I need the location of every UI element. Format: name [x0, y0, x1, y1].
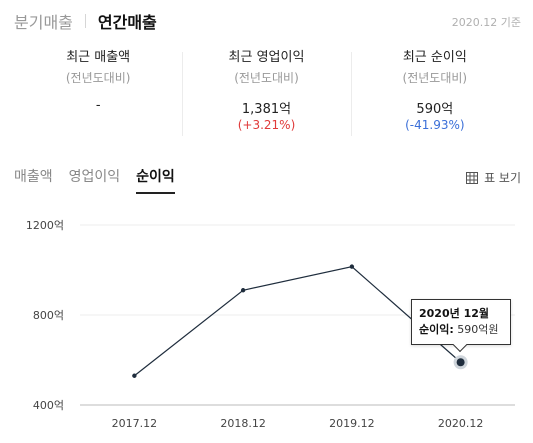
- data-point: [456, 358, 465, 367]
- stat-value: 1,381억: [241, 102, 292, 117]
- stat-change: (+3.21%): [237, 118, 296, 132]
- x-tick-label: 2017.12: [112, 417, 158, 430]
- stat-value: -: [95, 98, 101, 113]
- stat-sub: (전년도대비): [402, 71, 468, 85]
- x-tick-label: 2018.12: [220, 417, 266, 430]
- stat-sub: (전년도대비): [234, 71, 299, 85]
- y-tick-label: 400억: [33, 399, 64, 412]
- data-point: [240, 288, 246, 293]
- data-point: [132, 373, 137, 378]
- tab-net-income[interactable]: 순이익: [136, 166, 175, 194]
- table-icon: [466, 171, 479, 184]
- stat-net-income: 최근 순이익 (전년도대비) 590억 (-41.93%): [350, 44, 519, 140]
- tooltip-value: 590억원: [457, 323, 499, 336]
- tooltip-label: 순이익:: [419, 323, 454, 336]
- tab-sales[interactable]: 매출액: [14, 169, 53, 185]
- chart-tooltip: 2020년 12월 순이익: 590억원: [411, 299, 511, 345]
- metric-tabs: 매출액 영업이익 순이익: [14, 166, 191, 194]
- stat-sub: (전년도대비): [65, 71, 131, 85]
- data-point: [349, 264, 355, 269]
- x-tick-label: 2020.12: [438, 417, 484, 430]
- y-tick-label: 800억: [33, 309, 64, 322]
- stat-title: 최근 매출액: [66, 50, 131, 65]
- stat-sales: 최근 매출액 (전년도대비) -: [14, 44, 182, 140]
- tab-operating-profit[interactable]: 영업이익: [68, 169, 121, 185]
- x-tick-label: 2019.12: [329, 417, 375, 430]
- stat-value: 590억: [416, 102, 454, 117]
- stat-title: 최근 영업이익: [228, 50, 305, 65]
- tab-annual-sales[interactable]: 연간매출: [97, 13, 157, 32]
- basis-date: 2020.12 기준: [451, 16, 521, 29]
- stat-change: [14, 118, 182, 133]
- summary-stats: 최근 매출액 (전년도대비) - 최근 영업이익 (전년도대비) 1,381억 …: [14, 44, 519, 140]
- tab-quarterly-sales[interactable]: 분기매출: [14, 13, 73, 32]
- table-view-button[interactable]: 표 보기: [466, 169, 521, 186]
- y-tick-label: 1200억: [26, 219, 64, 232]
- series-line: [134, 265, 462, 377]
- period-tabs: 분기매출 연간매출: [14, 9, 157, 33]
- net-income-chart: 400억 800억 1200억 2017.12 2018.12 2019.12 2020.1…: [26, 219, 515, 430]
- table-view-label: 표 보기: [484, 171, 521, 185]
- tab-divider: [84, 14, 86, 28]
- stat-operating-profit: 최근 영업이익 (전년도대비) 1,381억 (+3.21%): [182, 44, 350, 140]
- tooltip-title: 2020년 12월: [419, 307, 489, 320]
- stat-change: (-41.93%): [405, 118, 465, 132]
- stat-title: 최근 순이익: [402, 50, 467, 65]
